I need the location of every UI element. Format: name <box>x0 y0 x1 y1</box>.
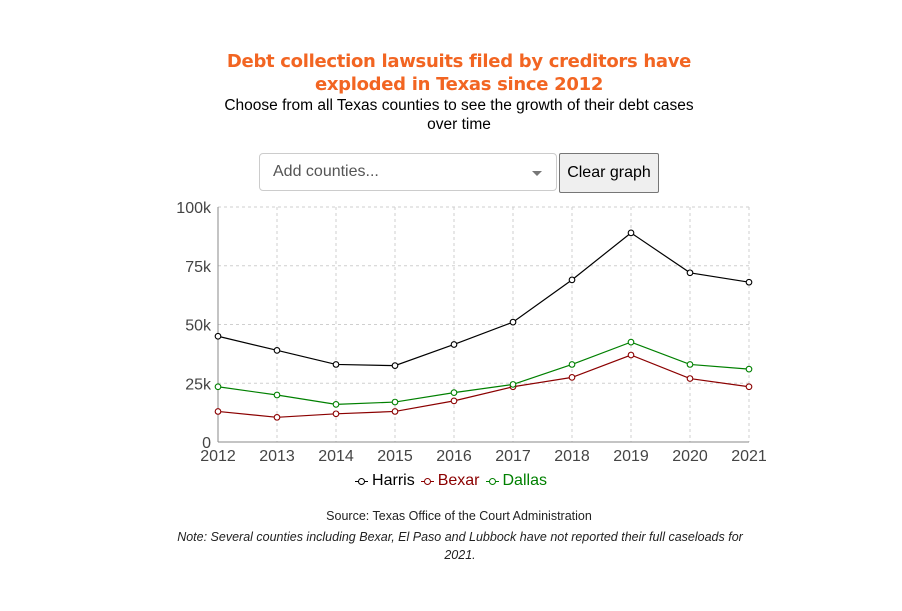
data-point-bexar <box>391 408 399 415</box>
y-tick-label: 100k <box>176 200 212 217</box>
county-select[interactable]: Add counties... <box>259 153 557 191</box>
data-point-harris <box>273 347 281 354</box>
data-point-dallas <box>450 389 458 397</box>
legend-label: Bexar <box>437 472 480 489</box>
x-tick-label: 2018 <box>554 448 590 465</box>
series-line-dallas <box>217 341 750 406</box>
x-tick-label: 2017 <box>495 448 531 465</box>
y-tick-label: 0 <box>202 435 211 452</box>
x-axis-ticks: 2012 2013 2014 2015 2016 2017 2018 2019 2020 2021 <box>200 448 767 465</box>
data-point-dallas <box>745 365 753 373</box>
data-point-harris <box>214 332 222 340</box>
legend: Harris Bexar Dallas <box>0 472 902 491</box>
legend-label: Dallas <box>502 472 547 489</box>
x-tick-label: 2016 <box>436 448 472 465</box>
legend-marker <box>420 476 434 486</box>
legend-item-harris: Harris <box>355 472 415 490</box>
data-point-harris <box>568 276 576 284</box>
data-point-harris <box>509 318 517 326</box>
data-point-dallas <box>273 391 281 399</box>
legend-marker <box>355 476 369 486</box>
legend-marker <box>485 476 499 486</box>
footnote: Note: Several counties including Bexar, … <box>177 530 743 562</box>
legend-item-dallas: Dallas <box>485 472 547 490</box>
legend-item-bexar: Bexar <box>420 472 480 490</box>
data-point-harris <box>627 229 635 237</box>
chart-title: Debt collection lawsuits filed by credit… <box>226 51 692 95</box>
data-point-dallas <box>686 361 694 368</box>
x-tick-label: 2014 <box>318 448 354 465</box>
data-point-dallas <box>568 361 576 368</box>
y-tick-label: 75k <box>185 259 212 276</box>
data-point-bexar <box>332 410 340 418</box>
source-note: Source: Texas Office of the Court Admini… <box>326 509 592 523</box>
data-point-dallas <box>214 383 222 391</box>
x-tick-label: 2021 <box>731 448 767 465</box>
y-tick-label: 25k <box>185 376 212 393</box>
clear-graph-button[interactable]: Clear graph <box>559 153 659 193</box>
data-point-dallas <box>391 398 399 406</box>
legend-label: Harris <box>372 472 415 489</box>
data-point-dallas <box>509 381 517 388</box>
series-group <box>214 229 753 421</box>
x-tick-label: 2012 <box>200 448 236 465</box>
data-point-bexar <box>568 374 576 381</box>
data-point-dallas <box>332 401 340 408</box>
x-tick-label: 2015 <box>377 448 413 465</box>
chevron-down-icon[interactable] <box>532 171 542 176</box>
grid-lines <box>218 206 750 442</box>
data-point-harris <box>391 362 399 369</box>
data-point-bexar <box>686 375 694 382</box>
x-tick-label: 2013 <box>259 448 295 465</box>
data-point-bexar <box>627 351 635 359</box>
chart-subtitle: Choose from all Texas counties to see th… <box>224 97 694 133</box>
x-tick-label: 2019 <box>613 448 649 465</box>
y-tick-label: 50k <box>185 318 212 335</box>
data-point-dallas <box>627 338 635 346</box>
axes <box>217 207 749 443</box>
series-line-harris <box>217 232 750 367</box>
y-axis-ticks: 0 25k 50k 75k 100k <box>176 200 212 452</box>
data-point-harris <box>686 269 694 277</box>
data-point-bexar <box>450 397 458 405</box>
data-point-harris <box>332 361 340 368</box>
data-point-bexar <box>214 408 222 415</box>
data-point-harris <box>450 341 458 348</box>
data-point-harris <box>745 278 753 286</box>
data-point-bexar <box>745 383 753 391</box>
data-point-bexar <box>273 413 281 421</box>
x-tick-label: 2020 <box>672 448 708 465</box>
county-select-placeholder: Add counties... <box>273 163 379 180</box>
series-line-bexar <box>217 354 750 418</box>
